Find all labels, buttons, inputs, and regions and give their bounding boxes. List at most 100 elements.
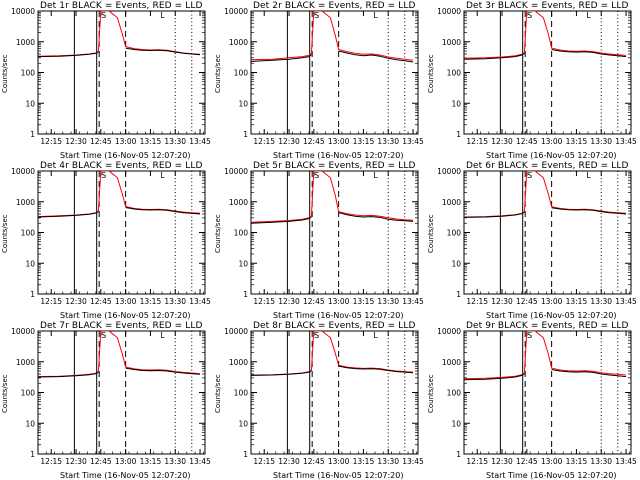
detector-panel: 1 10 100 1000 10000 12:15 12:30 12:45 13:00 13:15… (426, 160, 639, 320)
y-tick-label: 10 (25, 259, 35, 268)
x-tick-label: 13:45 (189, 137, 211, 146)
y-tick-label: 1 (243, 450, 248, 459)
plot-frame (250, 170, 419, 295)
marker-l-label: L (373, 171, 378, 180)
panel-plot: 1 10 100 1000 10000 12:15 12:30 12:45 13:00 13:15… (437, 327, 637, 466)
plot-frame (37, 330, 206, 455)
detector-panel: 1 10 100 1000 10000 12:15 12:30 12:45 13:00 13:15… (213, 0, 426, 160)
series-events-line (251, 212, 414, 224)
x-tick-label: 13:30 (590, 137, 612, 146)
x-tick-label: 13:45 (615, 457, 637, 466)
x-tick-label: 13:45 (189, 457, 211, 466)
y-tick-label: 10000 (11, 7, 35, 16)
marker-s-label: S (101, 171, 106, 180)
plot-frame (37, 10, 206, 135)
marker-l-label: L (586, 11, 591, 20)
panel-title: Det 1r BLACK = Events, RED = LLD (40, 1, 203, 11)
x-tick-label: 13:45 (189, 297, 211, 306)
detector-panel: 1 10 100 1000 10000 12:15 12:30 12:45 13:00 13:15… (0, 0, 213, 160)
y-tick-label: 10000 (11, 167, 35, 176)
x-tick-label: 12:30 (278, 457, 300, 466)
x-tick-label: 13:45 (402, 297, 424, 306)
series-lld-line (251, 171, 414, 223)
y-tick-label: 1000 (16, 358, 35, 367)
x-tick-label: 13:00 (328, 297, 350, 306)
y-tick-label: 1000 (16, 38, 35, 47)
x-tick-label: 13:00 (115, 457, 137, 466)
y-tick-label: 10 (238, 99, 248, 108)
panel-plot: 1 10 100 1000 10000 12:15 12:30 12:45 13:00 13:15… (224, 167, 424, 306)
y-axis-label: Counts/sec (427, 53, 435, 93)
x-tick-label: 13:15 (140, 457, 162, 466)
x-tick-label: 12:45 (90, 137, 112, 146)
y-tick-label: 10000 (224, 167, 248, 176)
x-tick-label: 12:15 (40, 457, 62, 466)
x-tick-label: 12:45 (303, 137, 325, 146)
panel-plot: 1 10 100 1000 10000 12:15 12:30 12:45 13:00 13:15… (11, 327, 211, 466)
y-tick-label: 1 (30, 130, 35, 139)
marker-l-label: L (160, 11, 165, 20)
x-tick-label: 12:30 (278, 137, 300, 146)
marker-s-label: S (101, 11, 106, 20)
panel-title: Det 6r BLACK = Events, RED = LLD (466, 161, 629, 171)
series-events-line (38, 207, 201, 218)
y-tick-label: 1 (30, 450, 35, 459)
x-tick-label: 13:00 (328, 137, 350, 146)
x-tick-label: 13:30 (377, 297, 399, 306)
x-tick-label: 12:45 (90, 297, 112, 306)
x-tick-label: 12:15 (466, 137, 488, 146)
y-tick-label: 10 (451, 99, 461, 108)
y-tick-label: 10000 (437, 327, 461, 336)
panel-title: Det 5r BLACK = Events, RED = LLD (253, 161, 416, 171)
x-tick-label: 12:15 (40, 297, 62, 306)
x-tick-label: 13:00 (541, 297, 563, 306)
plot-frame (463, 10, 632, 135)
series-events-line (464, 369, 627, 381)
y-axis-label: Counts/sec (427, 213, 435, 253)
x-tick-label: 12:30 (65, 297, 87, 306)
x-axis-label: Start Time (16-Nov-05 12:07:20) (486, 151, 617, 160)
marker-s-label: S (527, 171, 532, 180)
x-tick-label: 12:15 (466, 457, 488, 466)
y-tick-label: 1 (456, 290, 461, 299)
y-axis-label: Counts/sec (427, 373, 435, 413)
x-tick-label: 13:45 (402, 457, 424, 466)
y-tick-label: 10 (451, 419, 461, 428)
panel-plot: 1 10 100 1000 10000 12:15 12:30 12:45 13:00 13:15… (11, 7, 211, 146)
x-tick-label: 13:15 (353, 297, 375, 306)
x-tick-label: 12:30 (491, 457, 513, 466)
marker-l-label: L (586, 331, 591, 340)
panel-title: Det 8r BLACK = Events, RED = LLD (253, 321, 416, 331)
y-tick-label: 10 (238, 259, 248, 268)
series-lld-line (38, 11, 201, 57)
marker-l-label: L (586, 171, 591, 180)
x-tick-label: 12:30 (65, 137, 87, 146)
panel-title: Det 9r BLACK = Events, RED = LLD (466, 321, 629, 331)
x-tick-label: 12:45 (516, 457, 538, 466)
x-tick-label: 12:30 (491, 137, 513, 146)
series-lld-line (464, 331, 627, 380)
panel-plot: 1 10 100 1000 10000 12:15 12:30 12:45 13:00 13:15… (11, 167, 211, 306)
marker-s-label: S (101, 331, 106, 340)
y-tick-label: 1000 (229, 198, 248, 207)
series-lld-line (251, 11, 414, 61)
marker-s-label: S (314, 171, 319, 180)
panel-title: Det 7r BLACK = Events, RED = LLD (40, 321, 203, 331)
detector-panel: 1 10 100 1000 10000 12:15 12:30 12:45 13:00 13:15… (213, 160, 426, 320)
marker-l-label: L (373, 11, 378, 20)
x-tick-label: 12:15 (466, 297, 488, 306)
x-tick-label: 13:30 (377, 457, 399, 466)
series-events-line (464, 207, 627, 218)
x-tick-label: 13:15 (140, 297, 162, 306)
y-tick-label: 1000 (229, 38, 248, 47)
x-axis-label: Start Time (16-Nov-05 12:07:20) (273, 311, 404, 320)
plot-frame (250, 10, 419, 135)
y-tick-label: 1000 (442, 198, 461, 207)
x-tick-label: 13:30 (377, 137, 399, 146)
panel-title: Det 2r BLACK = Events, RED = LLD (253, 1, 416, 11)
marker-s-label: S (314, 11, 319, 20)
detector-panel: 1 10 100 1000 10000 12:15 12:30 12:45 13:00 13:15… (0, 320, 213, 480)
detector-panel: 1 10 100 1000 10000 12:15 12:30 12:45 13:00 13:15… (426, 320, 639, 480)
y-axis-label: Counts/sec (1, 213, 9, 253)
y-tick-label: 1000 (229, 358, 248, 367)
